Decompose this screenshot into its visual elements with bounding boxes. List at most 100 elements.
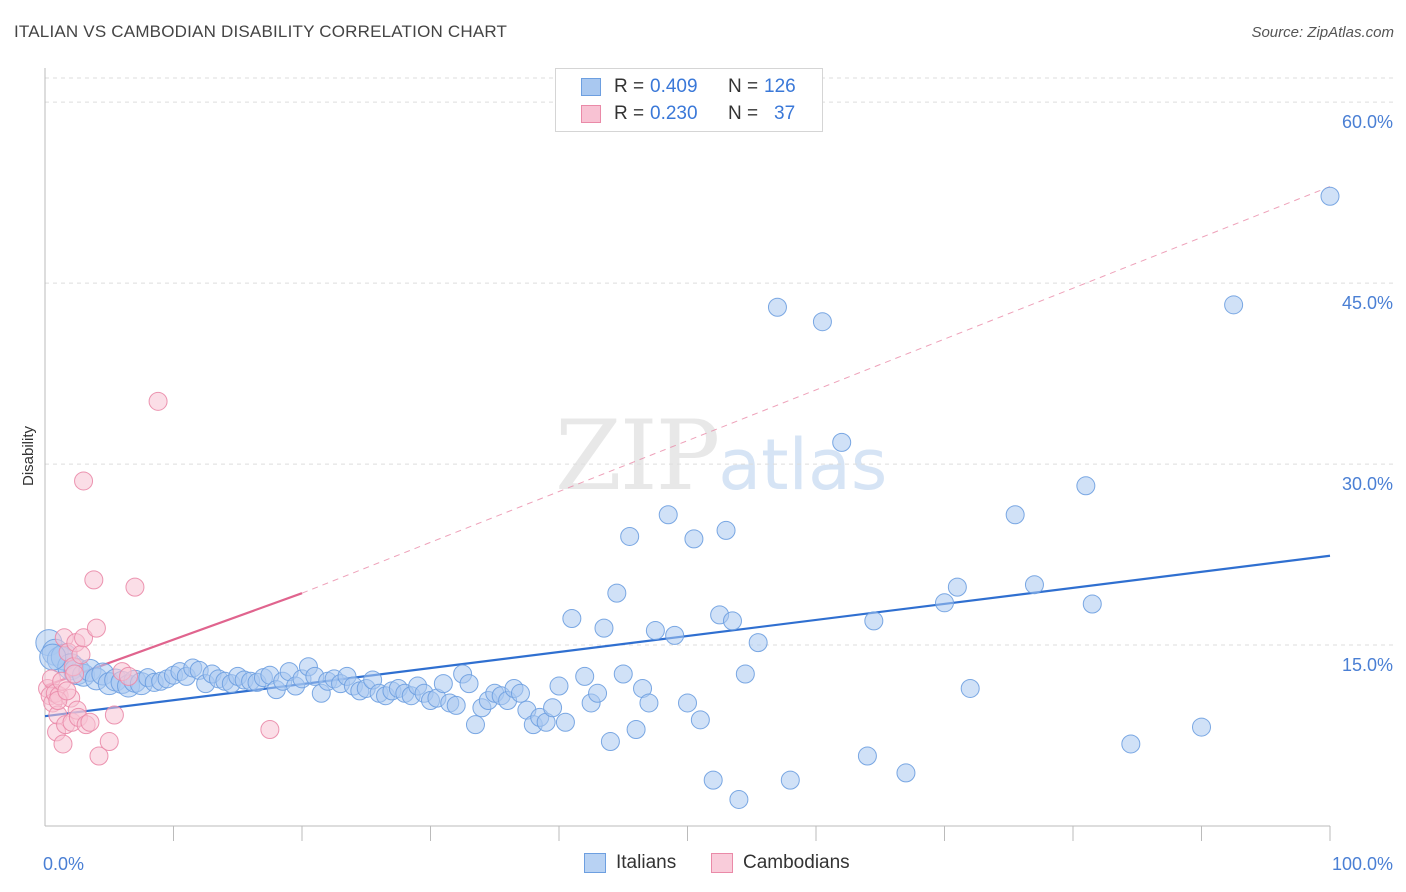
point-italians <box>1224 295 1244 315</box>
point-cambodians <box>119 666 139 686</box>
point-italians <box>678 693 697 713</box>
legend-n-value: 37 <box>774 103 796 124</box>
legend-swatch-italians <box>584 853 606 873</box>
point-cambodians <box>89 746 109 766</box>
y-tick-label: 45.0% <box>1342 293 1393 313</box>
y-tick-label: 30.0% <box>1342 474 1393 494</box>
point-italians <box>703 770 723 790</box>
legend-r-label: R = <box>614 76 645 97</box>
point-italians <box>1005 505 1025 525</box>
point-italians <box>780 770 800 790</box>
point-italians <box>639 693 659 713</box>
legend-row-cambodians: R = 0.230 N = 37 <box>556 100 822 128</box>
x-tick-label: 100.0% <box>1332 854 1393 874</box>
data-points <box>35 186 1340 809</box>
x-tick-label: 0.0% <box>43 854 84 874</box>
trend-lines <box>44 186 1331 718</box>
point-italians <box>960 678 980 698</box>
point-italians <box>607 583 627 603</box>
point-italians <box>735 664 755 684</box>
axes <box>44 68 1331 841</box>
point-italians <box>433 674 453 694</box>
chart-title: ITALIAN VS CAMBODIAN DISABILITY CORRELAT… <box>14 22 508 41</box>
grid-lines <box>45 77 1395 646</box>
point-cambodians <box>148 391 168 411</box>
legend-label-cambodians: Cambodians <box>743 852 850 873</box>
point-cambodians <box>260 719 280 739</box>
point-italians <box>1320 186 1340 206</box>
point-cambodians <box>86 618 106 638</box>
y-tick-label: 15.0% <box>1342 655 1393 675</box>
point-italians <box>748 633 768 653</box>
point-italians <box>665 625 685 645</box>
point-italians <box>857 746 877 766</box>
y-axis-label: Disability <box>20 425 37 486</box>
point-cambodians <box>80 712 100 732</box>
watermark-zip: ZIP <box>555 400 720 512</box>
point-italians <box>549 676 569 696</box>
point-italians <box>684 529 704 549</box>
point-italians <box>555 712 575 732</box>
point-italians <box>729 789 749 809</box>
point-cambodians <box>57 681 77 701</box>
point-italians <box>543 698 563 718</box>
point-italians <box>832 432 852 452</box>
correlation-legend: R = 0.409 N = 126 R = 0.230 N = 37 <box>555 68 823 132</box>
point-italians <box>722 611 742 631</box>
point-italians <box>767 297 787 317</box>
point-italians <box>864 611 884 631</box>
point-italians <box>812 312 832 332</box>
legend-n-value: 126 <box>764 76 796 97</box>
point-italians <box>562 608 582 628</box>
legend-n-label: N = <box>728 76 759 97</box>
point-italians <box>1024 575 1044 595</box>
legend-swatch-cambodians <box>581 105 601 123</box>
trend-line-italians <box>44 554 1331 718</box>
point-italians <box>510 683 530 703</box>
point-cambodians <box>65 664 85 684</box>
point-italians <box>465 715 485 735</box>
point-italians <box>588 683 608 703</box>
point-italians <box>600 732 620 752</box>
legend-r-value: 0.230 <box>650 103 698 124</box>
watermark-atlas: atlas <box>718 424 888 506</box>
legend-label-italians: Italians <box>616 852 677 873</box>
point-italians <box>645 621 665 641</box>
point-italians <box>459 674 479 694</box>
point-cambodians <box>53 734 73 754</box>
point-cambodians <box>74 471 94 491</box>
point-italians <box>658 505 678 525</box>
y-tick-label: 60.0% <box>1342 112 1393 132</box>
point-italians <box>1192 717 1211 737</box>
point-cambodians <box>104 705 124 725</box>
trend-extension-cambodians <box>301 186 1331 594</box>
legend-r-label: R = <box>614 103 645 124</box>
legend-row-italians: R = 0.409 N = 126 <box>556 73 822 101</box>
point-cambodians <box>71 645 91 665</box>
point-cambodians <box>125 577 145 597</box>
point-cambodians <box>84 570 104 590</box>
point-italians <box>594 618 614 638</box>
legend-r-value: 0.409 <box>650 76 698 97</box>
point-italians <box>620 526 640 546</box>
point-cambodians <box>74 628 94 648</box>
point-italians <box>1076 476 1096 496</box>
chart-source: Source: ZipAtlas.com <box>1251 24 1394 41</box>
legend-swatch-cambodians <box>711 853 733 873</box>
point-italians <box>575 666 595 686</box>
legend-swatch-italians <box>581 78 601 96</box>
point-italians <box>716 520 736 540</box>
point-italians <box>1082 594 1102 614</box>
tick-labels: 15.0% 30.0% 45.0% 60.0% 0.0% 100.0% <box>43 112 1393 874</box>
point-italians <box>626 719 646 739</box>
point-italians <box>896 763 916 783</box>
point-cambodians <box>99 732 119 752</box>
watermark: ZIPatlas <box>555 400 887 512</box>
point-italians <box>446 695 466 715</box>
point-italians <box>1121 734 1141 754</box>
point-italians <box>690 710 710 730</box>
point-italians <box>613 664 633 684</box>
point-italians <box>947 577 967 597</box>
point-italians <box>935 593 954 613</box>
